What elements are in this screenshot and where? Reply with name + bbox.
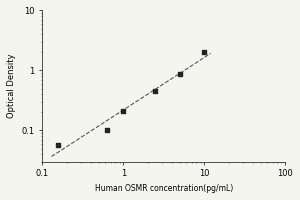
Point [104, 129, 109, 132]
Point [121, 110, 126, 113]
Point [153, 89, 158, 92]
Y-axis label: Optical Density: Optical Density [7, 54, 16, 118]
X-axis label: Human OSMR concentration(pg/mL): Human OSMR concentration(pg/mL) [94, 184, 233, 193]
Point [177, 72, 182, 75]
Point [56, 143, 60, 146]
Point [202, 51, 207, 54]
